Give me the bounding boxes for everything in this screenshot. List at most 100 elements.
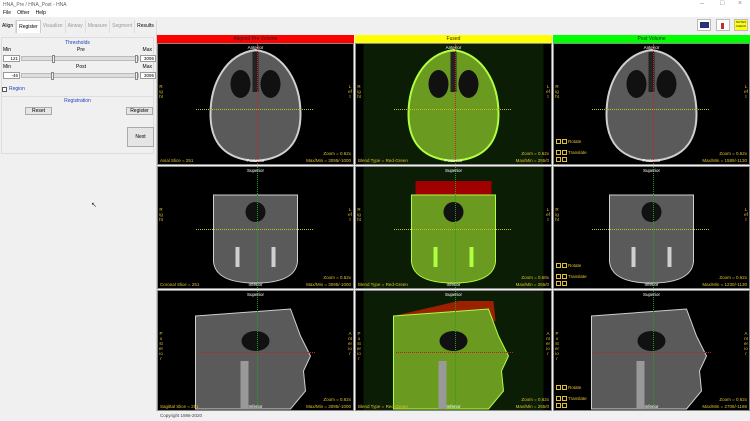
pre-slider[interactable] xyxy=(21,55,139,63)
translate-control[interactable]: Translate xyxy=(556,150,587,155)
viewport-coronal-0[interactable]: Superior Inferior Right Left Zoom = 0.62x Max… xyxy=(157,166,354,289)
translate-down-icon[interactable] xyxy=(562,274,567,279)
horizontal-crosshair[interactable] xyxy=(198,351,315,353)
translate-up-icon[interactable] xyxy=(556,150,561,155)
post-slider[interactable] xyxy=(21,72,139,80)
translate-control[interactable]: Translate xyxy=(556,396,587,401)
vertical-crosshair[interactable] xyxy=(454,291,456,410)
horizontal-crosshair[interactable] xyxy=(594,351,711,353)
post-min-field[interactable]: -46 xyxy=(3,72,20,79)
tab-results[interactable]: Results xyxy=(135,20,157,33)
rotate-control[interactable]: Rotate xyxy=(556,263,581,268)
region-checkbox-row[interactable]: Region xyxy=(2,86,25,92)
pre-slider-thumb[interactable] xyxy=(52,55,55,63)
settings-icon[interactable] xyxy=(716,19,730,31)
translate-lr-control[interactable] xyxy=(556,403,568,408)
translate-right-icon[interactable] xyxy=(562,157,567,162)
scan-image xyxy=(195,308,312,410)
orientation-right-label: Left xyxy=(744,207,748,222)
vertical-crosshair[interactable] xyxy=(652,44,654,164)
close-button[interactable]: × xyxy=(738,0,743,7)
translate-down-icon[interactable] xyxy=(562,150,567,155)
post-slider-thumb[interactable] xyxy=(51,72,54,80)
vertical-crosshair[interactable] xyxy=(256,44,258,164)
next-button[interactable]: Next xyxy=(127,127,154,147)
translate-left-icon[interactable] xyxy=(556,403,561,408)
translate-lr-control[interactable] xyxy=(556,281,568,286)
viewport-axial-0[interactable]: Anterior Posterior Right Left Zoom = 0.62x Ma… xyxy=(157,43,354,165)
menu-file[interactable]: File xyxy=(3,10,12,16)
maxmin-readout: Max/Min = 255/0 xyxy=(515,404,549,409)
horizontal-crosshair[interactable] xyxy=(196,228,313,230)
rotate-cw-icon[interactable] xyxy=(562,385,567,390)
registration-title: Registration xyxy=(64,98,91,104)
maxmin-readout: Max/Min = 255/0 xyxy=(515,282,549,287)
translate-control[interactable]: Translate xyxy=(556,274,587,279)
viewport-coronal-1[interactable]: Superior Inferior Right Left Zoom = 0.58x Max… xyxy=(355,166,552,289)
horizontal-crosshair[interactable] xyxy=(196,109,313,110)
viewport-sagittal-0[interactable]: Superior Inferior Posterior Anterior Zoom = … xyxy=(157,290,354,411)
maxmin-readout: Max/Min = 1230/-1130 xyxy=(702,282,747,287)
monitor-icon[interactable] xyxy=(697,19,711,31)
translate-right-icon[interactable] xyxy=(562,403,567,408)
maximize-button[interactable]: □ xyxy=(720,0,725,7)
horizontal-crosshair[interactable] xyxy=(394,109,511,110)
post-slider-max-thumb[interactable] xyxy=(135,72,138,80)
register-button[interactable]: Register xyxy=(126,107,153,115)
horizontal-crosshair[interactable] xyxy=(592,109,709,110)
register-panel: Thresholds Min Pre Max 121 3095 Min Post… xyxy=(0,33,157,411)
minimize-button[interactable]: – xyxy=(700,0,704,7)
translate-right-icon[interactable] xyxy=(562,281,567,286)
tab-airway[interactable]: Airway xyxy=(66,20,86,33)
vertical-crosshair[interactable] xyxy=(256,167,258,288)
orientation-bottom-label: Inferior xyxy=(446,404,461,409)
translate-lr-control[interactable] xyxy=(556,157,568,162)
translate-left-icon[interactable] xyxy=(556,281,561,286)
rotate-cw-icon[interactable] xyxy=(562,263,567,268)
rotate-control[interactable]: Rotate xyxy=(556,139,581,144)
tab-visualize[interactable]: Visualize xyxy=(41,20,66,33)
viewport-sagittal-2[interactable]: Superior Inferior Posterior Anterior Zoom = … xyxy=(553,290,750,411)
pre-slider-max-thumb[interactable] xyxy=(135,55,138,63)
tab-align[interactable]: Align xyxy=(0,20,17,33)
region-checkbox[interactable] xyxy=(2,86,7,92)
orientation-left-label: Right xyxy=(555,84,559,99)
vertical-crosshair[interactable] xyxy=(652,167,654,288)
maxmin-readout: Max/Min = 1589/-1130 xyxy=(702,158,747,163)
viewport-sagittal-1[interactable]: Superior Inferior Posterior Anterior Zoom = … xyxy=(355,290,552,411)
maxmin-readout: Max/Min = 3095/-1000 xyxy=(306,282,351,287)
pre-min-field[interactable]: 121 xyxy=(3,55,20,62)
orientation-bottom-label: Posterior xyxy=(642,158,661,163)
horizontal-crosshair[interactable] xyxy=(394,228,511,230)
vertical-crosshair[interactable] xyxy=(454,167,456,288)
menu-other[interactable]: Other xyxy=(17,10,30,16)
tab-register[interactable]: Register xyxy=(16,20,41,33)
orientation-left-label: Right xyxy=(357,84,361,99)
rotate-control[interactable]: Rotate xyxy=(556,385,581,390)
menu-help[interactable]: Help xyxy=(35,10,46,16)
rotate-ccw-icon[interactable] xyxy=(556,139,561,144)
horizontal-crosshair[interactable] xyxy=(592,228,709,230)
translate-down-icon[interactable] xyxy=(562,396,567,401)
translate-up-icon[interactable] xyxy=(556,274,561,279)
tab-segment[interactable]: Segment xyxy=(110,20,136,33)
viewport-coronal-2[interactable]: Superior Inferior Right Left Zoom = 0.62x Max… xyxy=(553,166,750,289)
translate-up-icon[interactable] xyxy=(556,396,561,401)
viewport-axial-1[interactable]: Anterior Posterior Right Left Zoom = 0.62x Ma… xyxy=(355,43,552,165)
rotate-cw-icon[interactable] xyxy=(562,139,567,144)
translate-left-icon[interactable] xyxy=(556,157,561,162)
viewport-axial-2[interactable]: Anterior Posterior Right Left Zoom = 0.62x Ma… xyxy=(553,43,750,165)
vertical-crosshair[interactable] xyxy=(652,291,654,410)
vertical-crosshair[interactable] xyxy=(454,44,456,164)
rotate-ccw-icon[interactable] xyxy=(556,385,561,390)
notes-icon[interactable]: NOTES CHECK xyxy=(734,19,748,31)
rotate-ccw-icon[interactable] xyxy=(556,263,561,268)
horizontal-crosshair[interactable] xyxy=(396,351,513,353)
reset-button[interactable]: Reset xyxy=(25,107,52,115)
pre-max-field[interactable]: 3095 xyxy=(140,55,156,62)
maxmin-readout: Max/Min = 3095/-1000 xyxy=(306,158,351,163)
tab-measure[interactable]: Measure xyxy=(86,20,111,33)
orientation-top-label: Anterior xyxy=(445,45,462,50)
post-max-field[interactable]: 3095 xyxy=(140,72,156,79)
vertical-crosshair[interactable] xyxy=(256,291,258,410)
